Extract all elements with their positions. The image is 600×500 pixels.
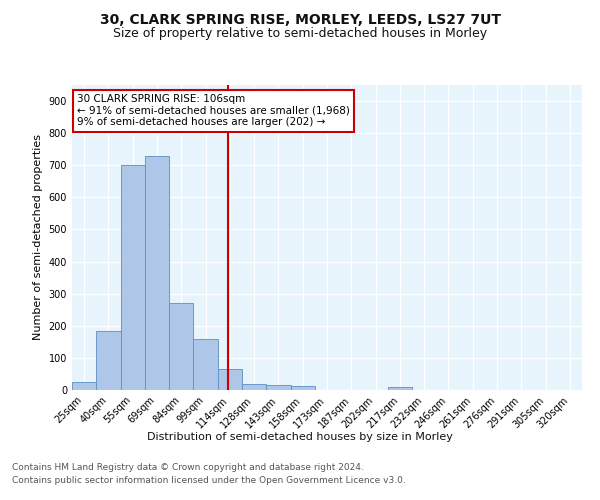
Text: Distribution of semi-detached houses by size in Morley: Distribution of semi-detached houses by … <box>147 432 453 442</box>
Text: Contains HM Land Registry data © Crown copyright and database right 2024.: Contains HM Land Registry data © Crown c… <box>12 462 364 471</box>
Bar <box>242 384 266 390</box>
Bar <box>72 382 96 390</box>
Text: Size of property relative to semi-detached houses in Morley: Size of property relative to semi-detach… <box>113 28 487 40</box>
Bar <box>145 156 169 390</box>
Bar <box>290 386 315 390</box>
Bar <box>218 369 242 390</box>
Bar <box>121 166 145 390</box>
Bar <box>388 388 412 390</box>
Text: Contains public sector information licensed under the Open Government Licence v3: Contains public sector information licen… <box>12 476 406 485</box>
Text: 30 CLARK SPRING RISE: 106sqm
← 91% of semi-detached houses are smaller (1,968)
9: 30 CLARK SPRING RISE: 106sqm ← 91% of se… <box>77 94 350 128</box>
Bar <box>96 330 121 390</box>
Bar <box>193 338 218 390</box>
Text: 30, CLARK SPRING RISE, MORLEY, LEEDS, LS27 7UT: 30, CLARK SPRING RISE, MORLEY, LEEDS, LS… <box>100 12 500 26</box>
Y-axis label: Number of semi-detached properties: Number of semi-detached properties <box>33 134 43 340</box>
Bar <box>266 385 290 390</box>
Bar <box>169 304 193 390</box>
